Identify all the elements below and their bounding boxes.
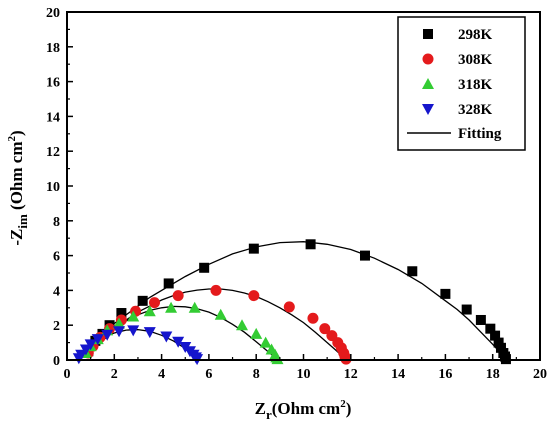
x-tick-label: 6 bbox=[205, 367, 212, 382]
point-298k bbox=[116, 308, 127, 319]
point-318k bbox=[143, 305, 156, 317]
y-tick-label: 10 bbox=[46, 180, 60, 195]
point-328k bbox=[91, 334, 104, 346]
legend-label-318k: 318K bbox=[458, 77, 493, 93]
y-axis-title: -Zim (Ohm cm2) bbox=[6, 130, 30, 245]
point-298k bbox=[475, 314, 486, 325]
point-308k bbox=[283, 301, 295, 313]
y-tick-label: 18 bbox=[46, 41, 60, 56]
y-title-sup: 2 bbox=[6, 136, 18, 142]
point-308k bbox=[307, 312, 319, 324]
point-328k bbox=[143, 327, 156, 339]
legend-marker-298k bbox=[423, 29, 433, 39]
x-axis: 0 2 4 6 8 10 12 14 16 18 20 bbox=[64, 354, 547, 382]
x-tick-label: 16 bbox=[438, 367, 452, 382]
y-tick-label: 8 bbox=[53, 215, 60, 230]
point-328k bbox=[101, 329, 114, 341]
x-tick-label: 14 bbox=[391, 367, 405, 382]
x-tick-label: 0 bbox=[64, 367, 71, 382]
point-298k bbox=[407, 266, 418, 277]
point-328k bbox=[75, 349, 88, 361]
point-318k bbox=[113, 317, 126, 329]
point-298k bbox=[461, 304, 472, 315]
point-328k bbox=[172, 336, 185, 348]
point-298k bbox=[490, 330, 501, 341]
fit-line bbox=[85, 288, 347, 361]
data-points bbox=[72, 239, 511, 366]
point-318k bbox=[188, 301, 201, 313]
point-298k bbox=[485, 323, 496, 334]
y-title-main: -Z bbox=[7, 229, 26, 246]
point-308k bbox=[248, 290, 260, 302]
point-328k bbox=[84, 339, 97, 351]
x-tick-label: 20 bbox=[533, 367, 547, 382]
legend: 298K 308K 318K 328K Fitting bbox=[397, 16, 526, 151]
point-298k bbox=[248, 243, 259, 254]
point-308k bbox=[319, 323, 331, 335]
legend-marker-308k bbox=[422, 53, 434, 65]
x-tick-label: 18 bbox=[486, 367, 500, 382]
legend-entries: 298K 308K 318K 328K bbox=[422, 27, 493, 118]
y-tick-label: 16 bbox=[46, 76, 60, 91]
y-tick-label: 4 bbox=[53, 284, 60, 299]
point-328k bbox=[127, 325, 140, 337]
point-328k bbox=[113, 326, 126, 338]
point-318k bbox=[236, 319, 249, 331]
point-298k bbox=[305, 239, 316, 250]
y-title-rest: (Ohm cm bbox=[7, 142, 26, 215]
point-298k bbox=[495, 342, 506, 353]
point-298k bbox=[359, 250, 370, 261]
x-tick-label: 2 bbox=[111, 367, 118, 382]
point-318k bbox=[259, 336, 272, 348]
y-tick-label: 6 bbox=[53, 250, 60, 265]
legend-label-308k: 308K bbox=[458, 52, 493, 68]
point-298k bbox=[163, 278, 174, 289]
x-title-main: Z bbox=[255, 399, 266, 418]
point-298k bbox=[493, 337, 504, 348]
fit-line bbox=[85, 241, 508, 361]
x-title-rest: (Ohm cm bbox=[272, 399, 340, 418]
x-tick-label: 4 bbox=[158, 367, 165, 382]
point-328k bbox=[79, 344, 92, 356]
legend-fitting-label: Fitting bbox=[458, 126, 502, 142]
legend-label-298k: 298K bbox=[458, 27, 493, 43]
x-title-close: ) bbox=[346, 399, 352, 418]
y-axis: 0 2 4 6 8 10 12 14 16 18 20 bbox=[46, 6, 73, 369]
x-tick-label: 8 bbox=[253, 367, 260, 382]
legend-label-328k: 328K bbox=[458, 102, 493, 118]
y-tick-label: 20 bbox=[46, 6, 60, 21]
x-tick-label: 12 bbox=[344, 367, 358, 382]
point-308k bbox=[172, 290, 184, 302]
y-tick-label: 12 bbox=[46, 145, 60, 160]
point-318k bbox=[127, 310, 140, 322]
x-tick-label: 10 bbox=[297, 367, 311, 382]
y-tick-label: 14 bbox=[46, 110, 60, 125]
point-318k bbox=[165, 301, 178, 313]
point-298k bbox=[137, 295, 148, 306]
point-318k bbox=[250, 327, 263, 339]
point-328k bbox=[160, 331, 173, 343]
y-title-sub: im bbox=[15, 214, 30, 229]
x-axis-title: Zr(Ohm cm2) bbox=[255, 398, 352, 422]
y-tick-label: 0 bbox=[53, 354, 60, 369]
point-308k bbox=[210, 284, 222, 296]
point-318k bbox=[271, 353, 284, 365]
point-318k bbox=[214, 308, 227, 320]
point-298k bbox=[199, 262, 210, 273]
y-tick-label: 2 bbox=[53, 319, 60, 334]
x-title-sup: 2 bbox=[340, 398, 346, 410]
legend-marker-318k bbox=[422, 78, 434, 89]
legend-box bbox=[397, 16, 526, 151]
y-title-close: ) bbox=[7, 130, 26, 136]
legend-marker-328k bbox=[422, 104, 434, 115]
point-298k bbox=[440, 288, 451, 299]
x-title-sub: r bbox=[266, 407, 272, 422]
point-308k bbox=[149, 297, 161, 309]
